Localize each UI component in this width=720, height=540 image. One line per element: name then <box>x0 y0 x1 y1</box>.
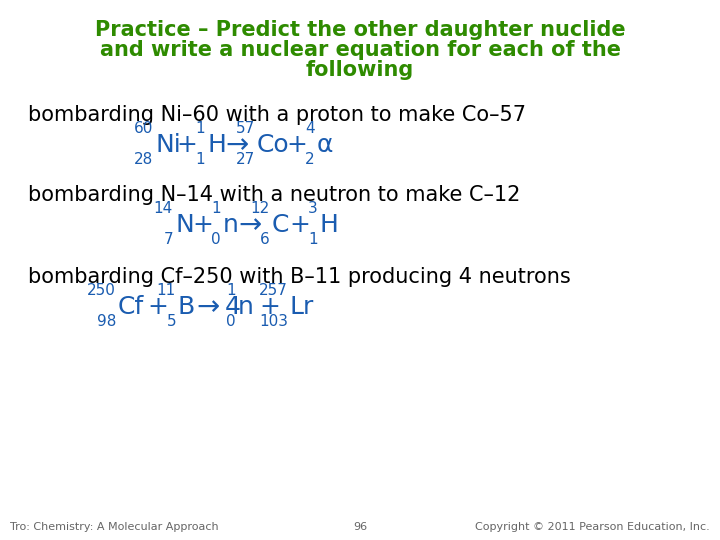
Text: 4: 4 <box>305 121 315 136</box>
Text: 7: 7 <box>163 232 173 247</box>
Text: 1: 1 <box>195 121 205 136</box>
Text: 96: 96 <box>353 522 367 532</box>
Text: +: + <box>148 295 168 319</box>
Text: 6: 6 <box>260 232 270 247</box>
Text: →: → <box>225 131 248 159</box>
Text: C: C <box>272 213 289 237</box>
Text: +: + <box>289 213 310 237</box>
Text: Practice – Predict the other daughter nuclide: Practice – Predict the other daughter nu… <box>95 20 625 40</box>
Text: Lr: Lr <box>290 295 315 319</box>
Text: bombarding Ni–60 with a proton to make Co–57: bombarding Ni–60 with a proton to make C… <box>28 105 526 125</box>
Text: →: → <box>238 211 261 239</box>
Text: 1: 1 <box>212 201 221 216</box>
Text: 250: 250 <box>87 283 116 298</box>
Text: 27: 27 <box>235 152 255 167</box>
Text: Tro: Chemistry: A Molecular Approach: Tro: Chemistry: A Molecular Approach <box>10 522 219 532</box>
Text: 12: 12 <box>251 201 270 216</box>
Text: 28: 28 <box>134 152 153 167</box>
Text: and write a nuclear equation for each of the: and write a nuclear equation for each of… <box>99 40 621 60</box>
Text: Copyright © 2011 Pearson Education, Inc.: Copyright © 2011 Pearson Education, Inc. <box>475 522 710 532</box>
Text: 98: 98 <box>96 314 116 329</box>
Text: Ni: Ni <box>155 133 181 157</box>
Text: 0: 0 <box>212 232 221 247</box>
Text: 11: 11 <box>157 283 176 298</box>
Text: n: n <box>223 213 239 237</box>
Text: +: + <box>287 133 307 157</box>
Text: Cf: Cf <box>118 295 144 319</box>
Text: 14: 14 <box>154 201 173 216</box>
Text: 1: 1 <box>308 232 318 247</box>
Text: bombarding N–14 with a neutron to make C–12: bombarding N–14 with a neutron to make C… <box>28 185 521 205</box>
Text: 1: 1 <box>195 152 205 167</box>
Text: n: n <box>238 295 254 319</box>
Text: N: N <box>175 213 194 237</box>
Text: 103: 103 <box>259 314 288 329</box>
Text: 57: 57 <box>235 121 255 136</box>
Text: 4: 4 <box>225 295 241 319</box>
Text: +: + <box>176 133 197 157</box>
Text: 2: 2 <box>305 152 315 167</box>
Text: +: + <box>260 295 280 319</box>
Text: →: → <box>197 293 220 321</box>
Text: 257: 257 <box>259 283 288 298</box>
Text: 3: 3 <box>308 201 318 216</box>
Text: 60: 60 <box>134 121 153 136</box>
Text: +: + <box>192 213 213 237</box>
Text: 1: 1 <box>226 283 236 298</box>
Text: H: H <box>320 213 339 237</box>
Text: 0: 0 <box>226 314 236 329</box>
Text: 5: 5 <box>166 314 176 329</box>
Text: following: following <box>306 60 414 80</box>
Text: bombarding Cf–250 with B–11 producing 4 neutrons: bombarding Cf–250 with B–11 producing 4 … <box>28 267 571 287</box>
Text: H: H <box>207 133 226 157</box>
Text: α: α <box>317 133 333 157</box>
Text: B: B <box>178 295 195 319</box>
Text: Co: Co <box>257 133 289 157</box>
